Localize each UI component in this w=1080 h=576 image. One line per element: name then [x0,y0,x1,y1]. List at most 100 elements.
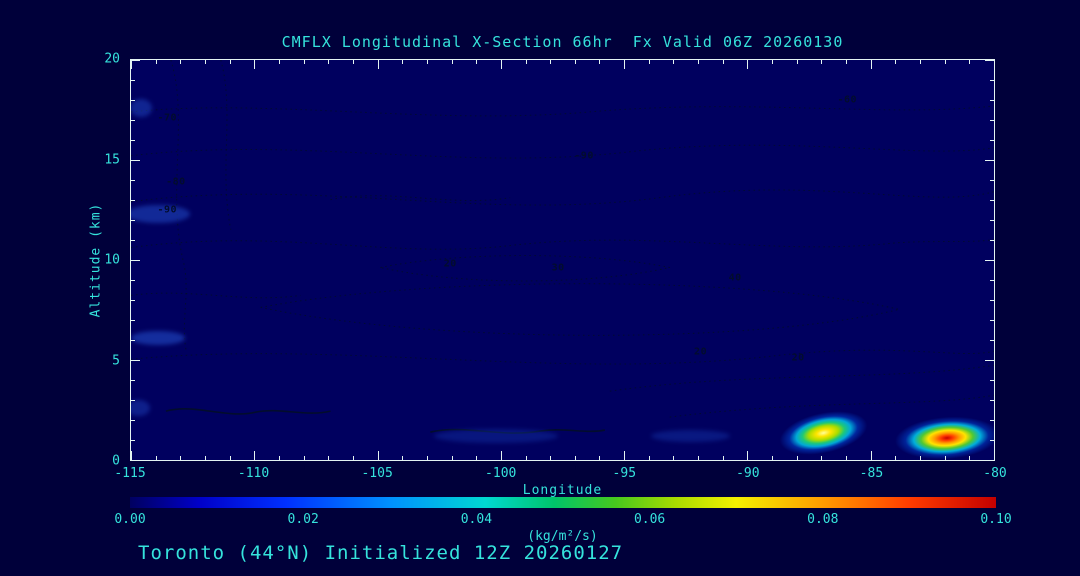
y-tick-mark [990,240,994,241]
x-tick-mark [994,60,995,69]
x-tick-label: -110 [237,466,270,481]
x-tick-labels: -115 -110 -105 -100 -95 -90 -85 -80 [114,466,1006,484]
colorbar-tick-label: 0.02 [287,512,319,527]
y-tick-mark [990,380,994,381]
y-tick-mark [131,300,135,301]
y-tick-mark [990,420,994,421]
x-tick-mark [451,456,453,460]
contour-label: -70 [157,112,178,124]
x-tick-mark [796,456,798,460]
x-tick-mark [574,60,576,64]
x-tick-mark [352,456,354,460]
x-tick-mark [303,60,305,64]
y-tick-mark [990,440,994,441]
contour-label: -90 [157,204,178,216]
x-tick-mark [870,60,872,69]
y-tick-mark [985,160,994,161]
y-tick-mark [985,260,994,261]
x-tick-mark [994,451,995,460]
x-tick-mark [500,451,502,460]
y-tick-mark [990,300,994,301]
x-tick-mark [278,60,280,64]
x-tick-mark [920,456,922,460]
contour-label: -60 [837,94,858,106]
x-tick-mark [525,60,527,64]
x-tick-mark [673,60,675,64]
x-tick-mark [377,451,379,460]
x-tick-mark [772,456,774,460]
x-axis-title: Longitude [522,483,603,498]
y-tick-label: 0 [112,453,120,469]
y-tick-labels: 0 5 10 15 20 [86,52,124,469]
x-tick-mark [772,60,774,64]
x-tick-mark [722,60,724,64]
y-tick-mark [131,280,135,281]
colorbar-tick-label: 0.08 [807,512,839,527]
x-tick-mark [476,60,478,64]
y-tick-mark [131,220,135,221]
x-tick-mark [254,451,256,460]
y-tick-label: 20 [104,51,120,67]
x-tick-label: -105 [361,466,393,481]
y-tick-mark [131,400,135,401]
x-tick-label: -115 [114,466,146,481]
colorbar-tick-label: 0.04 [460,512,493,527]
contour-label: 20 [694,346,708,358]
y-tick-mark [131,420,135,421]
chart-title: CMFLX Longitudinal X-Section 66hr Fx Val… [281,33,844,51]
y-tick-mark [131,120,135,121]
x-tick-mark [895,456,897,460]
x-tick-mark [476,456,478,460]
x-tick-mark [229,60,231,64]
x-tick-mark [426,456,428,460]
y-tick-label: 15 [104,152,120,167]
x-tick-mark [278,456,280,460]
x-tick-mark [328,60,330,64]
y-tick-mark [985,460,994,461]
x-tick-mark [698,456,700,460]
x-tick-mark [599,456,601,460]
faint-emission-patch [131,331,186,345]
y-tick-mark [985,60,994,61]
y-tick-mark [990,220,994,221]
x-tick-mark [204,60,206,64]
contour-lines [131,60,994,434]
faint-emission-patch [434,429,558,443]
colorbar [130,497,996,508]
x-tick-label: -90 [736,466,760,481]
x-tick-label: -85 [859,466,884,481]
x-tick-mark [648,456,650,460]
y-tick-mark [131,60,140,61]
y-tick-label: 10 [104,252,120,268]
colorbar-tick-labels: 0.00 0.02 0.04 0.06 0.08 0.10 [114,512,1011,528]
x-tick-mark [131,60,132,69]
axis-tick-layer [131,60,994,460]
colorbar-tick-label: 0.00 [114,512,146,527]
x-tick-mark [402,456,404,460]
x-tick-label: -95 [612,466,637,481]
x-tick-mark [944,456,946,460]
y-tick-mark [131,200,135,201]
contour-label: -80 [166,176,186,188]
x-tick-mark [624,451,626,460]
y-tick-mark [131,440,135,441]
y-tick-mark [990,340,994,341]
colorbar-tick-label: 0.06 [633,512,666,527]
y-tick-mark [131,140,135,141]
plot-area: -70 -80 -90 -90 -60 20 30 40 20 20 [130,59,995,461]
y-tick-mark [131,180,135,181]
colorbar-unit-label: (kg/m²/s) [527,529,598,544]
faint-emission-patch [131,205,191,223]
x-tick-mark [155,456,157,460]
y-tick-mark [990,200,994,201]
x-tick-mark [328,456,330,460]
x-tick-mark [698,60,700,64]
x-tick-mark [624,60,626,69]
y-tick-label: 5 [112,353,120,368]
y-tick-mark [990,400,994,401]
y-tick-mark [131,100,135,101]
x-tick-mark [870,451,872,460]
y-tick-mark [990,100,994,101]
contour-label: -90 [574,150,594,162]
